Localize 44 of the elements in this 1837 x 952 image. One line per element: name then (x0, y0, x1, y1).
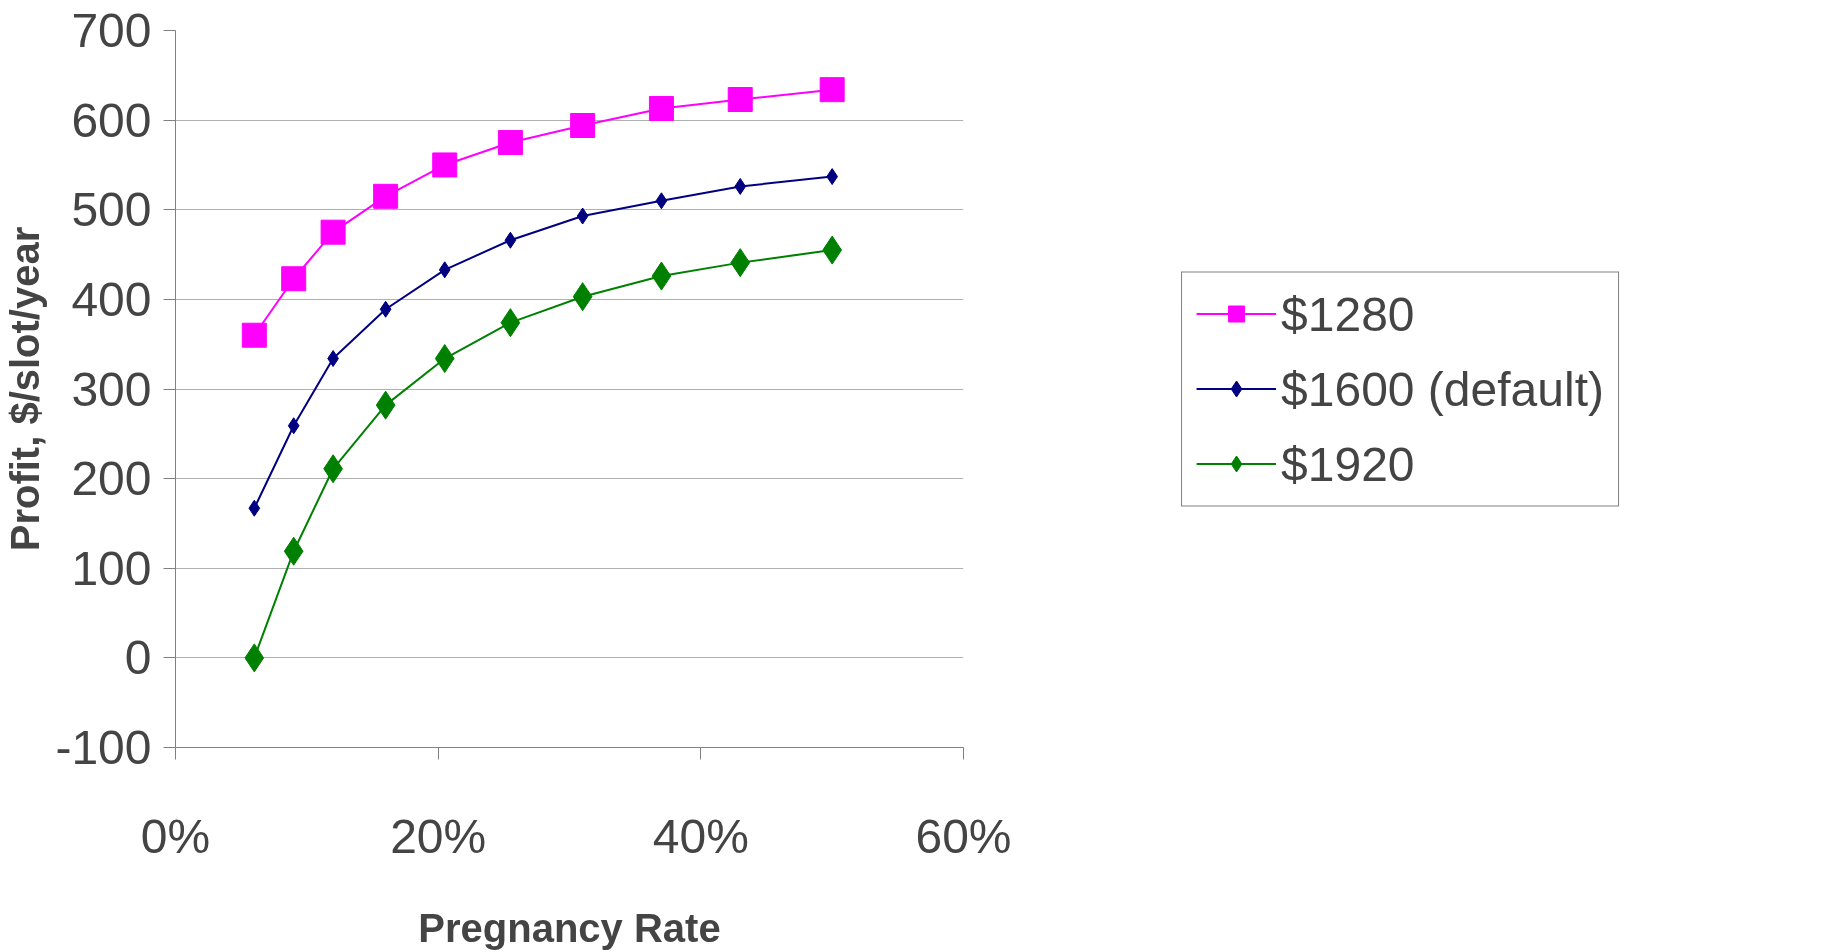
legend-label: $1280 (1281, 286, 1415, 341)
x-tick-label: 0% (140, 809, 211, 863)
point (570, 113, 596, 138)
point (727, 87, 753, 113)
y-tick-label: 0 (124, 631, 152, 685)
point (648, 95, 674, 121)
point (281, 266, 307, 292)
point (320, 219, 346, 245)
point (375, 390, 396, 420)
legend-label: $1600 (default) (1281, 361, 1604, 416)
point (655, 192, 668, 210)
y-tick-label: 100 (71, 541, 152, 595)
y-tick-label: 700 (71, 4, 152, 57)
x-tick-label: 60% (915, 809, 1012, 863)
point (734, 177, 747, 195)
point (241, 322, 267, 348)
point (432, 152, 458, 178)
point (819, 77, 845, 103)
point (248, 499, 261, 517)
y-axis-title: Profit, $/slot/year (3, 226, 48, 552)
x-tick-label: 20% (390, 809, 487, 863)
y-tick-label: -100 (55, 721, 152, 774)
point (497, 130, 523, 156)
point (438, 261, 451, 279)
point (283, 536, 304, 566)
x-tick-label: 40% (652, 809, 749, 863)
y-tick-label: 200 (71, 452, 152, 506)
y-tick-label: 400 (71, 272, 152, 326)
point (379, 300, 392, 318)
point (373, 183, 399, 209)
point (576, 207, 589, 225)
point (504, 231, 517, 249)
point (730, 248, 751, 278)
point (572, 282, 593, 312)
point (500, 308, 521, 338)
x-axis-title: Pregnancy Rate (418, 905, 721, 950)
point (244, 643, 265, 673)
point (287, 417, 300, 435)
y-tick-label: 600 (71, 93, 152, 147)
y-tick-label: 500 (71, 183, 152, 237)
y-tick-label: 300 (71, 362, 152, 416)
legend-label: $1920 (1281, 436, 1415, 491)
point (434, 344, 455, 374)
point (651, 261, 672, 291)
